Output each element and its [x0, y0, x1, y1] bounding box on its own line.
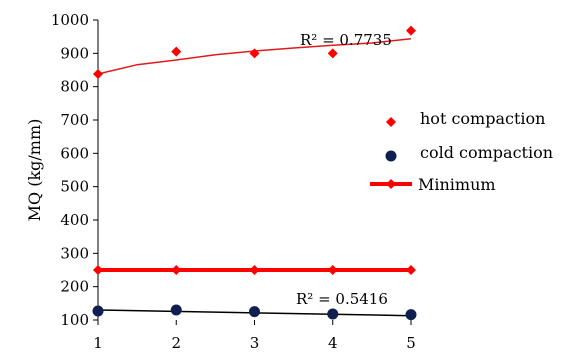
minimum-point	[249, 265, 260, 275]
y-axis-title: MQ (kg/mm)	[25, 119, 44, 222]
legend-minimum-marker	[386, 179, 396, 189]
data-marks	[92, 25, 417, 321]
legend-label: cold compaction	[420, 143, 553, 162]
x-tick-label: 1	[93, 334, 103, 352]
hot-compaction-point	[93, 69, 103, 79]
hot-compaction-point	[406, 25, 416, 36]
hot-r2-label: R² = 0.7735	[300, 31, 392, 49]
cold-compaction-point	[249, 306, 260, 318]
legend: hot compaction cold compaction Minimum	[370, 109, 553, 194]
y-tick-label: 200	[60, 278, 89, 296]
x-tick-label: 4	[328, 334, 338, 352]
cold-compaction-point	[327, 308, 339, 320]
minimum-point	[93, 265, 103, 275]
axes: 100 200 300 400 500 600 700 800 900 1000 1 2 3 4 5 MQ (…	[25, 11, 416, 352]
minimum-point	[171, 265, 182, 275]
cold-compaction-point	[405, 309, 417, 321]
legend-hot-marker	[386, 117, 396, 127]
annotations: R² = 0.7735 R² = 0.5416	[296, 31, 392, 308]
x-tick-label: 5	[406, 334, 416, 352]
hot-compaction-point	[249, 48, 260, 59]
y-tick-label: 100	[60, 311, 89, 329]
x-tick-label: 3	[250, 334, 260, 352]
minimum-point	[406, 265, 416, 275]
legend-cold-marker	[385, 150, 397, 162]
y-tick-label: 700	[60, 111, 89, 129]
cold-r2-label: R² = 0.5416	[296, 290, 388, 308]
cold-compaction-point	[170, 304, 182, 316]
hot-compaction-point	[171, 46, 182, 57]
y-tick-label: 600	[60, 144, 89, 162]
x-tick-label: 2	[171, 334, 181, 352]
minimum-point	[327, 265, 338, 275]
hot-compaction-point	[327, 48, 338, 59]
cold-compaction-point	[92, 305, 104, 317]
legend-label: Minimum	[418, 175, 496, 194]
legend-label: hot compaction	[420, 109, 545, 128]
y-tick-label: 300	[60, 244, 89, 262]
y-tick-label: 500	[60, 178, 89, 196]
y-tick-label: 800	[60, 78, 89, 96]
y-tick-label: 1000	[51, 11, 89, 29]
y-tick-label: 900	[60, 44, 89, 62]
y-tick-label: 400	[60, 211, 89, 229]
